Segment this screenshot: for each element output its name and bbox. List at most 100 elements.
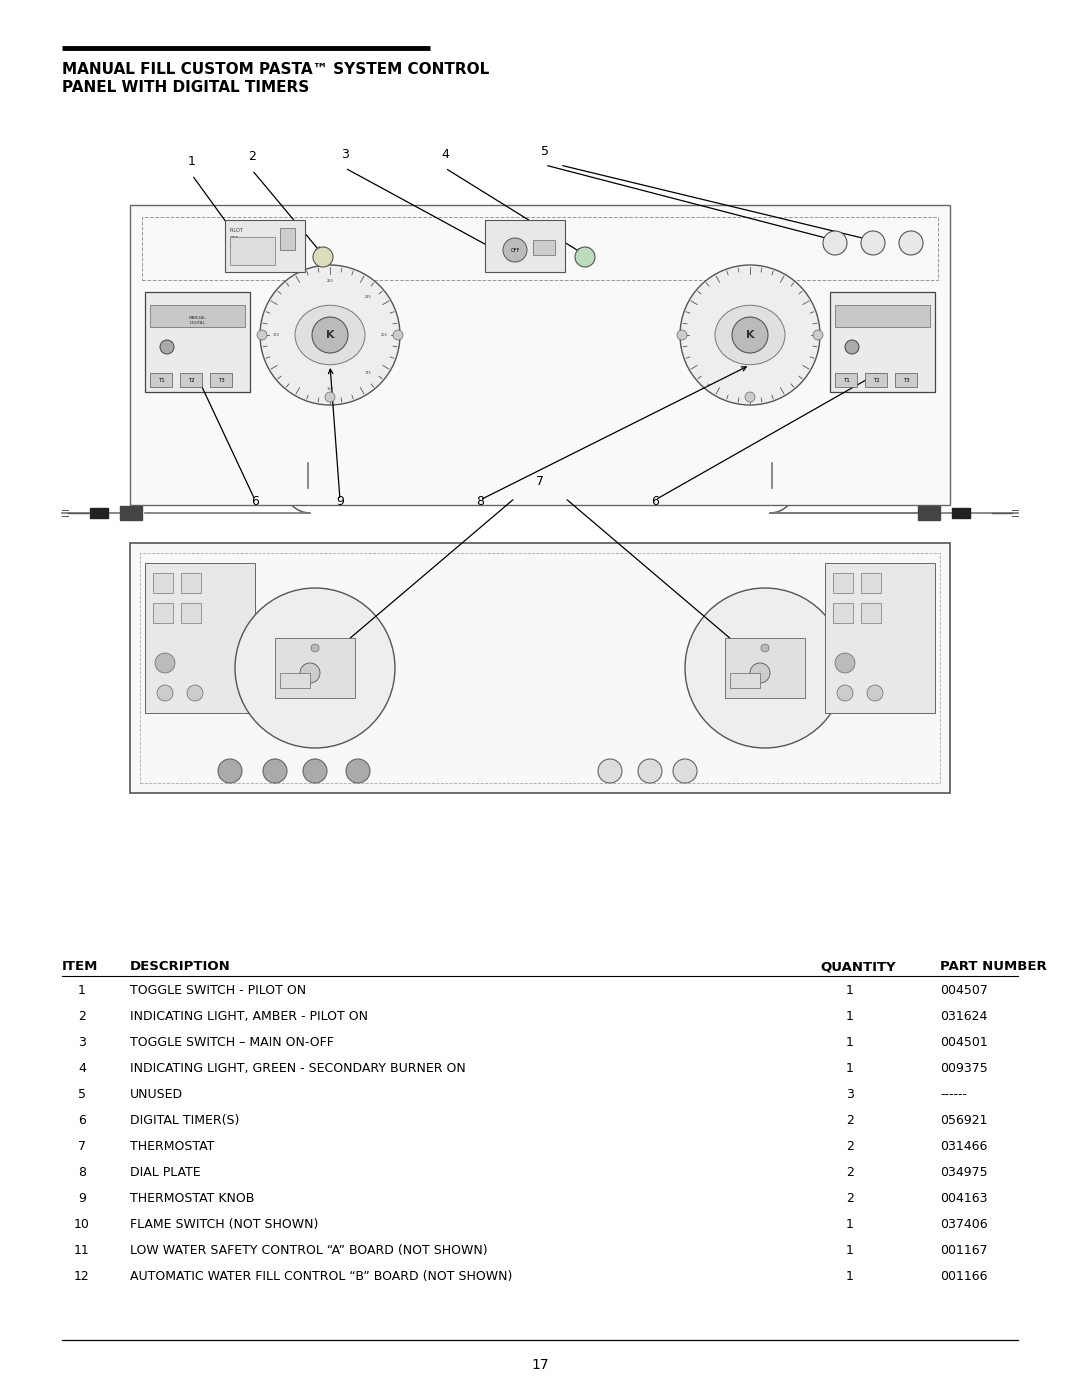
Bar [861,604,881,623]
Text: K: K [746,330,754,339]
Text: DIAL PLATE: DIAL PLATE [130,1166,201,1179]
Text: 2: 2 [78,1010,86,1023]
Bar [145,563,255,712]
Circle shape [257,330,267,339]
Text: 031466: 031466 [940,1140,987,1153]
Text: 9: 9 [78,1192,86,1206]
Text: 001167: 001167 [940,1243,987,1257]
Text: T2: T2 [188,377,194,383]
Circle shape [861,231,885,256]
Text: 12: 12 [75,1270,90,1282]
Circle shape [845,339,859,353]
Text: FLAME SWITCH (NOT SHOWN): FLAME SWITCH (NOT SHOWN) [130,1218,319,1231]
Text: K: K [326,330,334,339]
Text: 4: 4 [441,148,449,161]
Circle shape [300,664,320,683]
Bar [153,604,173,623]
Text: 056921: 056921 [940,1113,987,1127]
Text: 2: 2 [846,1192,854,1206]
Circle shape [393,330,403,339]
Ellipse shape [715,306,785,365]
Text: MANUAL FILL CUSTOM PASTA™ SYSTEM CONTROL: MANUAL FILL CUSTOM PASTA™ SYSTEM CONTROL [62,61,489,77]
Bar [280,228,295,250]
Text: THERMOSTAT KNOB: THERMOSTAT KNOB [130,1192,255,1206]
Text: T3: T3 [903,377,909,383]
Bar [150,373,172,387]
Text: 17: 17 [531,1358,549,1372]
Bar [951,509,970,518]
Text: THERMOSTAT: THERMOSTAT [130,1140,214,1153]
Text: 004163: 004163 [940,1192,987,1206]
Circle shape [837,685,853,701]
Text: 8: 8 [476,495,484,509]
Text: 1: 1 [188,155,195,168]
Text: TOGGLE SWITCH – MAIN ON-OFF: TOGGLE SWITCH – MAIN ON-OFF [130,1037,334,1049]
Circle shape [638,759,662,782]
Text: ------: ------ [940,1088,967,1101]
Bar [725,638,805,698]
Circle shape [745,393,755,402]
Bar [150,305,245,327]
Circle shape [312,317,348,353]
Circle shape [264,759,287,782]
Circle shape [750,664,770,683]
Text: 2: 2 [846,1140,854,1153]
Text: T3: T3 [218,377,225,383]
Text: 9: 9 [336,495,343,509]
Text: 300: 300 [272,332,280,337]
Text: 1: 1 [846,983,854,997]
Bar [130,543,950,793]
Text: 001166: 001166 [940,1270,987,1282]
Circle shape [677,330,687,339]
Text: 225: 225 [365,295,372,299]
Circle shape [899,231,923,256]
Bar [485,219,565,272]
Text: INDICATING LIGHT, GREEN - SECONDARY BURNER ON: INDICATING LIGHT, GREEN - SECONDARY BURN… [130,1062,465,1076]
Bar [230,237,275,265]
Circle shape [598,759,622,782]
Circle shape [260,265,400,405]
Bar [730,673,760,687]
Text: 7: 7 [78,1140,86,1153]
Bar [835,305,930,327]
Text: 1: 1 [846,1062,854,1076]
Circle shape [761,644,769,652]
Circle shape [867,685,883,701]
Circle shape [575,247,595,267]
Text: 5: 5 [541,145,549,158]
Circle shape [187,685,203,701]
Bar [831,292,935,393]
Text: 8: 8 [78,1166,86,1179]
Bar [534,240,555,256]
Bar [180,373,202,387]
Text: OFF: OFF [230,236,240,242]
Bar [120,506,141,520]
Bar [861,573,881,592]
Text: T1: T1 [158,377,164,383]
Text: 1: 1 [78,983,86,997]
Text: 200: 200 [380,332,388,337]
Text: 4: 4 [78,1062,86,1076]
Text: DIGITAL TIMER(S): DIGITAL TIMER(S) [130,1113,240,1127]
Text: OFF: OFF [511,247,519,253]
Circle shape [303,759,327,782]
Circle shape [218,759,242,782]
Circle shape [813,330,823,339]
Text: 6: 6 [651,495,659,509]
Bar [210,373,232,387]
Text: 3: 3 [78,1037,86,1049]
Bar [865,373,887,387]
Text: T2: T2 [873,377,879,383]
Text: 10: 10 [75,1218,90,1231]
Text: PART NUMBER: PART NUMBER [940,960,1047,972]
Bar [833,573,853,592]
Circle shape [160,339,174,353]
Circle shape [157,685,173,701]
Bar [918,506,940,520]
Circle shape [313,247,333,267]
Text: 1: 1 [846,1010,854,1023]
Bar [181,573,201,592]
Text: QUANTITY: QUANTITY [820,960,895,972]
Bar [140,553,940,782]
Circle shape [732,317,768,353]
